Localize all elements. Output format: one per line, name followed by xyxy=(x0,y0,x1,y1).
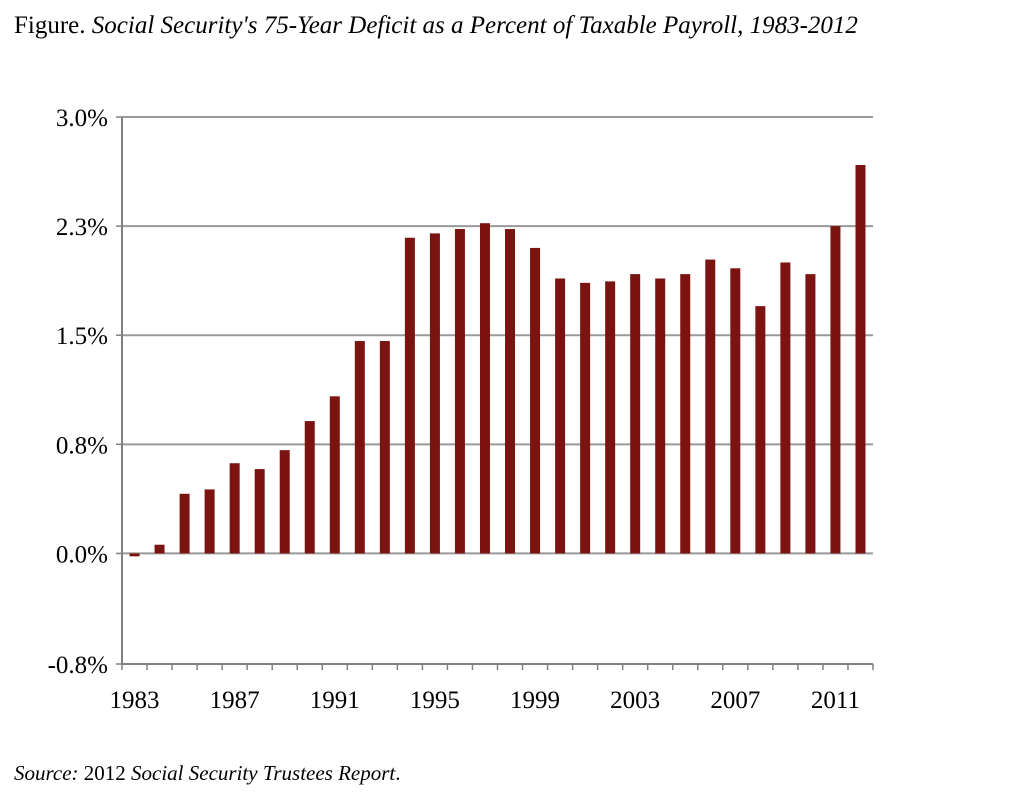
bar-1999 xyxy=(530,247,541,554)
bar-1987 xyxy=(229,463,240,554)
bar-1989 xyxy=(279,450,290,554)
bar-1988 xyxy=(254,469,265,554)
source-title: Social Security Trustees Report xyxy=(131,761,396,785)
bar-1997 xyxy=(479,223,490,554)
x-tick-label: 1987 xyxy=(210,687,260,714)
bar-2003 xyxy=(630,274,641,554)
bar-2005 xyxy=(680,274,691,554)
bar-1995 xyxy=(429,233,440,554)
bar-2007 xyxy=(730,268,741,554)
bar-1992 xyxy=(354,341,365,554)
bar-1993 xyxy=(379,341,390,554)
x-tick-label: 2003 xyxy=(610,687,660,714)
bar-2002 xyxy=(605,281,616,554)
bar-2010 xyxy=(805,274,816,554)
figure-label: Figure. xyxy=(14,12,86,39)
bar-1983 xyxy=(129,553,140,557)
axes xyxy=(116,116,874,670)
chart-title-text: Social Security's 75-Year Deficit as a P… xyxy=(91,12,858,39)
y-tick-label: 0.8% xyxy=(56,432,108,459)
bar-1996 xyxy=(454,229,465,554)
y-tick-label: 1.5% xyxy=(56,323,108,350)
chart-title: Figure. Social Security's 75-Year Defici… xyxy=(14,12,858,40)
y-tick-label: 0.0% xyxy=(56,541,108,568)
source-note: Source: 2012 Social Security Trustees Re… xyxy=(14,761,401,786)
x-tick-label: 1991 xyxy=(310,687,360,714)
bar-1984 xyxy=(154,544,165,554)
y-tick-label: 2.3% xyxy=(56,214,108,241)
bar-2012 xyxy=(855,165,866,554)
source-label: Source: xyxy=(14,761,79,785)
y-tick-label: 3.0% xyxy=(56,105,108,132)
bar-2006 xyxy=(705,259,716,554)
y-tick-label: -0.8% xyxy=(48,652,108,679)
bar-1985 xyxy=(179,493,190,554)
bar-1986 xyxy=(204,489,215,554)
x-tick-label: 1999 xyxy=(510,687,560,714)
bar-series xyxy=(129,165,866,557)
bar-1998 xyxy=(505,229,516,554)
bar-1994 xyxy=(404,237,415,554)
source-year: 2012 xyxy=(83,761,126,785)
source-end: . xyxy=(395,761,401,785)
x-axis-tick-labels: 1983 1987 1991 1995 1999 2003 2007 2011 xyxy=(110,687,860,714)
x-tick-label: 2007 xyxy=(710,687,760,714)
bar-2000 xyxy=(555,278,566,554)
bar-2004 xyxy=(655,278,666,554)
x-tick-label: 2011 xyxy=(811,687,860,714)
bar-2008 xyxy=(755,306,766,554)
x-tick-label: 1995 xyxy=(410,687,460,714)
bar-2009 xyxy=(780,262,791,554)
bar-1991 xyxy=(329,396,340,554)
bar-1990 xyxy=(304,421,315,554)
x-tick-label: 1983 xyxy=(110,687,160,714)
y-axis-tick-labels: 3.0% 2.3% 1.5% 0.8% 0.0% -0.8% xyxy=(48,105,108,679)
bar-2001 xyxy=(580,282,591,554)
bar-2011 xyxy=(830,226,841,554)
